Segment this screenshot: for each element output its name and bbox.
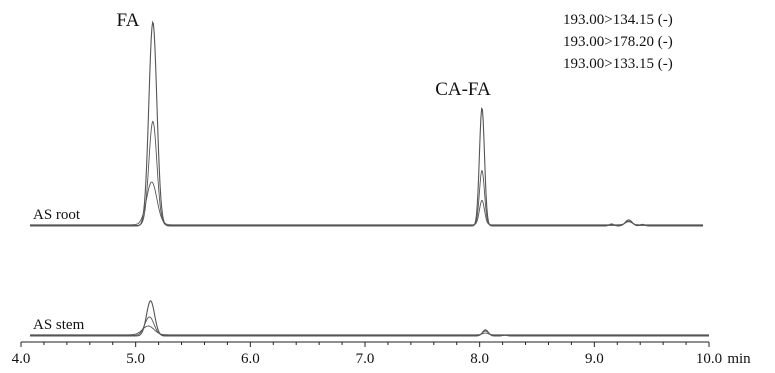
trace-root-series-0 (30, 20, 703, 227)
x-axis-ticks: 4.0 5.0 6.0 7.0 8.0 9.0 10.0 (12, 342, 722, 367)
x-tick-label: 9.0 (585, 351, 604, 367)
legend-entry: 193.00>134.15 (-) (563, 12, 673, 28)
legend-entry: 193.00>178.20 (-) (563, 34, 673, 50)
panel-label-root: AS root (33, 207, 81, 223)
trace-group (30, 20, 709, 337)
trace-root-series-1 (30, 120, 703, 226)
legend: 193.00>134.15 (-) 193.00>178.20 (-) 193.… (563, 12, 673, 72)
x-tick-label: 8.0 (470, 351, 489, 367)
trace-stem-series-2 (30, 325, 709, 336)
legend-entry: 193.00>133.15 (-) (563, 56, 673, 72)
trace-stem-series-1 (30, 316, 709, 336)
x-tick-label: 5.0 (126, 351, 145, 367)
x-tick-label: 10.0 (696, 351, 722, 367)
x-tick-label: 4.0 (12, 351, 31, 367)
peak-label-fa: FA (117, 10, 140, 31)
x-axis-unit: min (727, 351, 751, 367)
panel-label-stem: AS stem (33, 317, 85, 333)
peak-label-ca-fa: CA-FA (435, 79, 491, 100)
trace-root-series-2 (30, 181, 703, 226)
x-tick-label: 6.0 (241, 351, 260, 367)
x-tick-label: 7.0 (356, 351, 375, 367)
trace-stem-series-0 (30, 300, 709, 337)
